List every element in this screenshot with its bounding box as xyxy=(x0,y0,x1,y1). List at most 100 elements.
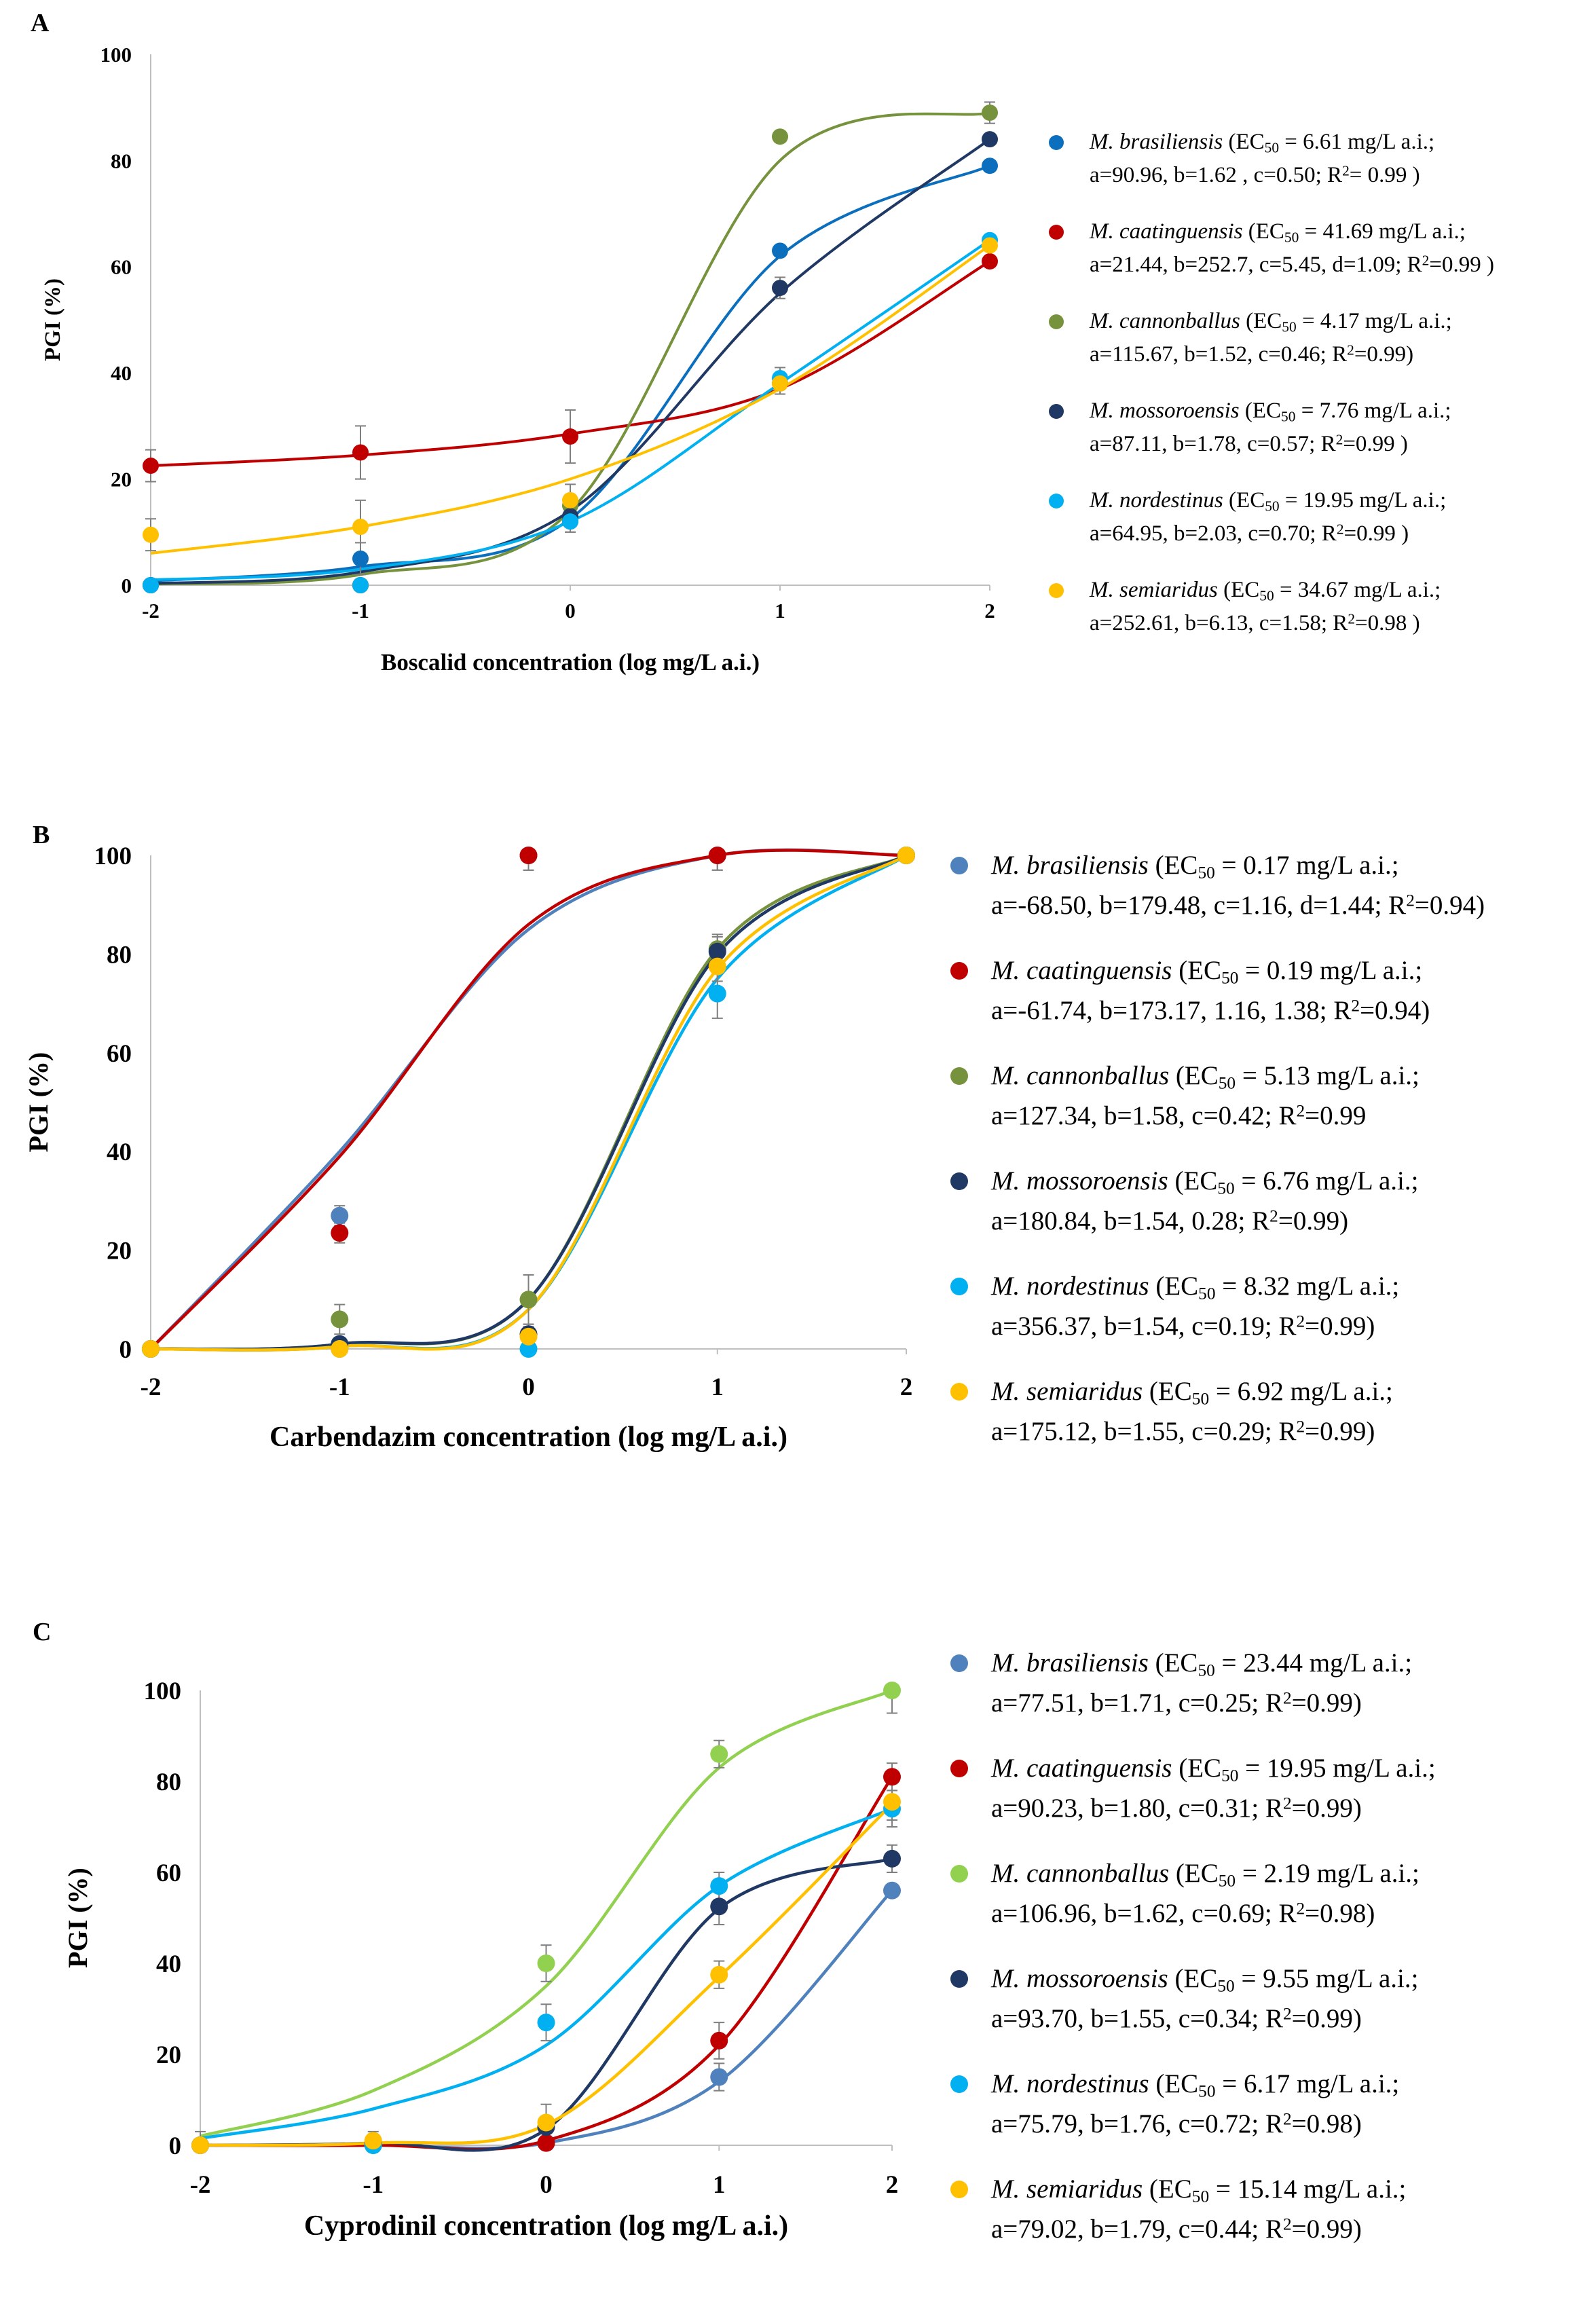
x-axis-label: Boscalid concentration (log mg/L a.i.) xyxy=(381,649,760,675)
legend-entry: M. caatinguensis (EC50 = 41.69 mg/L a.i.… xyxy=(1049,215,1585,282)
data-point xyxy=(331,1340,349,1358)
legend-marker xyxy=(950,1383,968,1401)
data-point xyxy=(708,984,726,1003)
legend-marker xyxy=(950,2075,968,2093)
panel-c: C 0 20 40 60 80 100 -2 -1 0 1 2 PGI (%) Cyprodinil c… xyxy=(0,1602,1596,2295)
legend-marker xyxy=(950,1865,968,1883)
data-point xyxy=(519,1291,538,1309)
data-point xyxy=(883,1881,901,1899)
data-point xyxy=(710,1965,728,1984)
legend-line-1: M. brasiliensis (EC50 = 6.61 mg/L a.i.; xyxy=(1090,130,1435,156)
x-tick-label: -2 xyxy=(142,599,160,623)
data-point xyxy=(562,428,578,445)
legend-species: M. caatinguensis xyxy=(991,1754,1172,1783)
data-point xyxy=(142,1340,160,1358)
y-tick-label: 80 xyxy=(111,149,132,172)
chart-a: 0 20 40 60 80 100 -2 -1 0 1 2 PGI (%) Boscalid conce… xyxy=(41,43,998,675)
legend-entry: M. caatinguensis (EC50 = 0.19 mg/L a.i.;… xyxy=(950,950,1589,1031)
legend-line-1: M. nordestinus (EC50 = 8.32 mg/L a.i.; xyxy=(991,1272,1400,1303)
legend-entry: M. semiaridus (EC50 = 34.67 mg/L a.i.; a=… xyxy=(1049,574,1585,640)
x-tick-label: -1 xyxy=(352,599,369,623)
x-tick-label: 2 xyxy=(984,599,995,623)
legend-entry: M. mossoroensis (EC50 = 6.76 mg/L a.i.; a… xyxy=(950,1161,1589,1241)
legend-line-2: a=87.11, b=1.78, c=0.57; R2=0.99 ) xyxy=(1090,431,1408,456)
legend-species: M. cannonballus xyxy=(991,1859,1170,1888)
y-tick-label: 0 xyxy=(122,574,132,597)
x-tick-label: -2 xyxy=(141,1373,162,1401)
y-axis-label: PGI (%) xyxy=(41,278,65,361)
data-point xyxy=(897,847,915,864)
data-point xyxy=(537,2014,555,2032)
data-point xyxy=(982,253,998,270)
data-point xyxy=(883,1768,901,1786)
legend-marker xyxy=(950,1654,968,1672)
legend-line-2: a=180.84, b=1.54, 0.28; R2=0.99) xyxy=(991,1206,1349,1236)
data-point xyxy=(982,131,998,148)
data-point xyxy=(331,1224,349,1242)
chart-c: 0 20 40 60 80 100 -2 -1 0 1 2 PGI (%) Cyprodinil con… xyxy=(62,1678,901,2242)
data-point xyxy=(352,518,369,535)
legend-marker xyxy=(950,2181,968,2198)
legend-line-1: M. nordestinus (EC50 = 19.95 mg/L a.i.; xyxy=(1090,488,1447,515)
legend-line-2: a=77.51, b=1.71, c=0.25; R2=0.99) xyxy=(991,1688,1362,1718)
y-tick-label: 40 xyxy=(107,1138,132,1166)
legend-line-1: M. nordestinus (EC50 = 6.17 mg/L a.i.; xyxy=(991,2069,1400,2101)
legend-entry: M. mossoroensis (EC50 = 9.55 mg/L a.i.; a… xyxy=(950,1959,1589,2039)
legend-species: M. caatinguensis xyxy=(991,956,1172,985)
legend-line-1: M. brasiliensis (EC50 = 0.17 mg/L a.i.; xyxy=(991,851,1399,883)
legend-species: M. brasiliensis xyxy=(991,1648,1149,1678)
x-tick-label: 2 xyxy=(900,1373,913,1401)
y-tick-label: 100 xyxy=(144,1678,182,1705)
data-point xyxy=(331,1206,349,1225)
fit-curve xyxy=(150,138,991,585)
legend-marker xyxy=(950,857,968,874)
y-tick-label: 0 xyxy=(169,2132,182,2160)
y-tick-label: 20 xyxy=(156,2041,181,2069)
fit-curve xyxy=(150,164,990,582)
fit-curve xyxy=(149,849,907,1350)
data-point xyxy=(537,2134,555,2152)
legend-entry: M. caatinguensis (EC50 = 19.95 mg/L a.i.… xyxy=(950,1748,1589,1828)
legend-line-1: M. brasiliensis (EC50 = 23.44 mg/L a.i.; xyxy=(991,1648,1413,1680)
legend-species: M. nordestinus xyxy=(991,2069,1149,2098)
y-tick-label: 20 xyxy=(111,467,132,491)
y-tick-label: 60 xyxy=(111,255,132,279)
legend-marker xyxy=(950,1067,968,1085)
legend-line-1: M. semiaridus (EC50 = 34.67 mg/L a.i.; xyxy=(1090,578,1441,604)
y-tick-label: 80 xyxy=(156,1768,181,1796)
data-point xyxy=(708,942,726,961)
x-tick-label: 1 xyxy=(713,2171,726,2199)
chart-b: 0 20 40 60 80 100 -2 -1 0 1 2 PGI (%) Carbendazim co… xyxy=(23,842,915,1453)
legend-species: M. cannonballus xyxy=(991,1061,1170,1090)
x-tick-label: -1 xyxy=(363,2171,384,2199)
data-point xyxy=(708,847,726,864)
legend-entry: M. cannonballus (EC50 = 2.19 mg/L a.i.; a… xyxy=(950,1853,1589,1933)
fit-curve xyxy=(150,111,990,586)
legend-line-2: a=79.02, b=1.79, c=0.44; R2=0.99) xyxy=(991,2214,1362,2244)
legend-line-2: a=356.37, b=1.54, c=0.19; R2=0.99) xyxy=(991,1312,1375,1341)
legend-marker xyxy=(950,962,968,980)
data-point xyxy=(143,526,159,543)
x-tick-label: 0 xyxy=(565,599,576,623)
legend-marker xyxy=(1049,314,1064,329)
fit-curve xyxy=(150,854,908,1352)
legend-line-1: M. semiaridus (EC50 = 6.92 mg/L a.i.; xyxy=(991,1377,1393,1409)
legend-entry: M. semiaridus (EC50 = 15.14 mg/L a.i.; a=… xyxy=(950,2169,1589,2249)
legend-species: M. caatinguensis xyxy=(1090,219,1243,244)
x-axis-label: Cyprodinil concentration (log mg/L a.i.) xyxy=(304,2210,788,2242)
legend-line-2: a=106.96, b=1.62, c=0.69; R2=0.98) xyxy=(991,1899,1375,1928)
data-point xyxy=(982,157,998,174)
legend-line-1: M. caatinguensis (EC50 = 19.95 mg/L a.i.… xyxy=(991,1754,1436,1785)
legend-marker xyxy=(1049,404,1064,419)
legend-line-2: a=64.95, b=2.03, c=0.70; R2=0.99 ) xyxy=(1090,521,1409,546)
data-point xyxy=(143,458,159,475)
y-tick-label: 60 xyxy=(156,1859,181,1887)
y-tick-label: 40 xyxy=(156,1950,181,1978)
legend-species: M. nordestinus xyxy=(991,1272,1149,1301)
data-point xyxy=(143,577,159,593)
fit-curve xyxy=(200,1688,893,2138)
data-point xyxy=(352,444,369,461)
data-point xyxy=(883,1793,901,1811)
x-tick-label: -1 xyxy=(329,1373,350,1401)
legend-species: M. mossoroensis xyxy=(1090,399,1240,423)
